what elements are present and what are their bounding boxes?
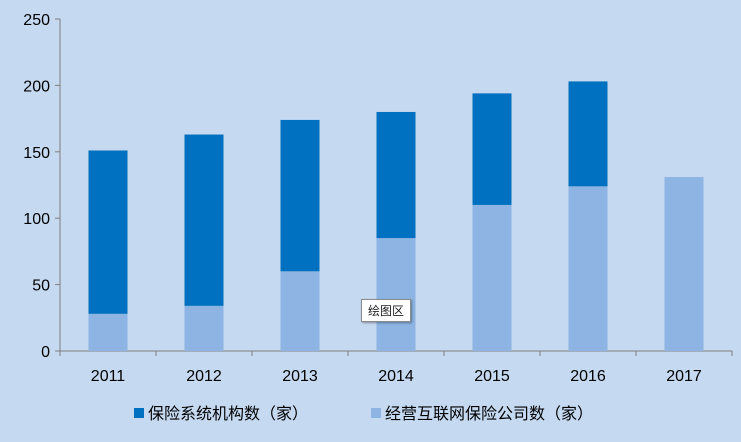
bar-internet-insurers-2017 <box>664 177 704 351</box>
bar-internet-insurers-2012 <box>184 305 224 351</box>
bar-insurance-institutions-2013 <box>280 119 320 272</box>
x-tick-label: 2015 <box>474 368 510 385</box>
legend-swatch <box>134 408 144 418</box>
bar-insurance-institutions-2016 <box>568 81 608 187</box>
legend-swatch <box>371 408 381 418</box>
y-tick-label: 50 <box>32 278 50 295</box>
legend: 保险系统机构数（家） 经营互联网保险公司数（家） <box>134 405 593 423</box>
bar-internet-insurers-2014 <box>376 238 416 351</box>
x-tick-label: 2012 <box>186 368 222 385</box>
legend-label: 保险系统机构数（家） <box>148 405 308 423</box>
legend-label: 经营互联网保险公司数（家） <box>385 405 593 423</box>
bar-insurance-institutions-2015 <box>472 93 512 205</box>
bar-insurance-institutions-2011 <box>88 150 128 314</box>
y-tick-label: 250 <box>23 12 50 29</box>
y-tick-label: 0 <box>41 344 50 361</box>
bar-insurance-institutions-2012 <box>184 134 224 306</box>
tick-labels: 0 50 100 150 200 250 2011 2012 2013 2014 2015 2016 2… <box>23 12 702 385</box>
plot-area-tooltip: 绘图区 <box>361 299 412 322</box>
bar-internet-insurers-2011 <box>88 313 128 351</box>
axes <box>55 18 733 356</box>
y-tick-label: 200 <box>23 78 50 95</box>
bars <box>88 81 704 351</box>
bar-internet-insurers-2013 <box>280 271 320 351</box>
bar-internet-insurers-2015 <box>472 204 512 351</box>
y-tick-label: 150 <box>23 145 50 162</box>
x-tick-label: 2016 <box>570 368 606 385</box>
bar-internet-insurers-2016 <box>568 186 608 351</box>
x-tick-label: 2017 <box>666 368 702 385</box>
x-tick-label: 2014 <box>378 368 414 385</box>
y-tick-label: 100 <box>23 211 50 228</box>
x-tick-label: 2011 <box>91 368 126 385</box>
bar-insurance-institutions-2014 <box>376 111 416 239</box>
x-tick-label: 2013 <box>282 368 318 385</box>
